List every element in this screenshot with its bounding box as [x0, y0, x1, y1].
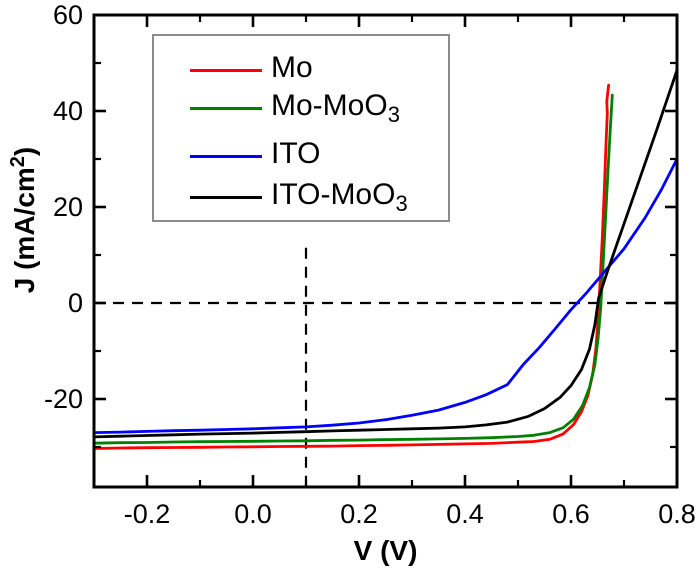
legend-item-ito-moo3: ITO-MoO3 [190, 177, 408, 217]
legend: Mo Mo-MoO3 ITO ITO-MoO3 [152, 34, 450, 222]
legend-label-mo-moo3: Mo-MoO3 [271, 88, 400, 127]
legend-line-mo [190, 68, 262, 72]
x-axis-title: V (V) [353, 535, 418, 566]
x-tick-label: 0.4 [446, 499, 484, 529]
legend-line-ito-moo3 [190, 195, 262, 199]
legend-label-ito-moo3: ITO-MoO3 [271, 177, 408, 216]
curve-mo [92, 83, 610, 450]
x-tick-label: 0.8 [658, 499, 696, 529]
y-tick-label: 40 [53, 96, 83, 126]
curve-mo-moo3 [92, 93, 614, 445]
legend-item-mo: Mo [190, 50, 313, 90]
plot-frame [92, 13, 679, 489]
x-tick-label: 0.0 [234, 499, 272, 529]
legend-line-ito [190, 154, 262, 158]
legend-label-mo: Mo [271, 50, 313, 84]
y-tick-label: -20 [44, 384, 83, 414]
y-tick-label: 60 [53, 0, 83, 30]
legend-item-mo-moo3: Mo-MoO3 [190, 88, 400, 128]
y-axis-title: J (mA/cm2) [6, 146, 41, 294]
x-tick-label: 0.6 [552, 499, 590, 529]
x-tick-label: -0.2 [124, 499, 171, 529]
curve-ito-moo3 [92, 68, 679, 439]
legend-line-mo-moo3 [190, 106, 262, 110]
curve-ito [92, 157, 679, 434]
y-tick-label: 20 [53, 192, 83, 222]
legend-label-ito: ITO [271, 136, 321, 170]
y-tick-label: 0 [68, 288, 83, 318]
x-tick-label: 0.2 [340, 499, 378, 529]
ylabel-superscript: 2 [6, 156, 29, 168]
legend-item-ito: ITO [190, 136, 320, 176]
